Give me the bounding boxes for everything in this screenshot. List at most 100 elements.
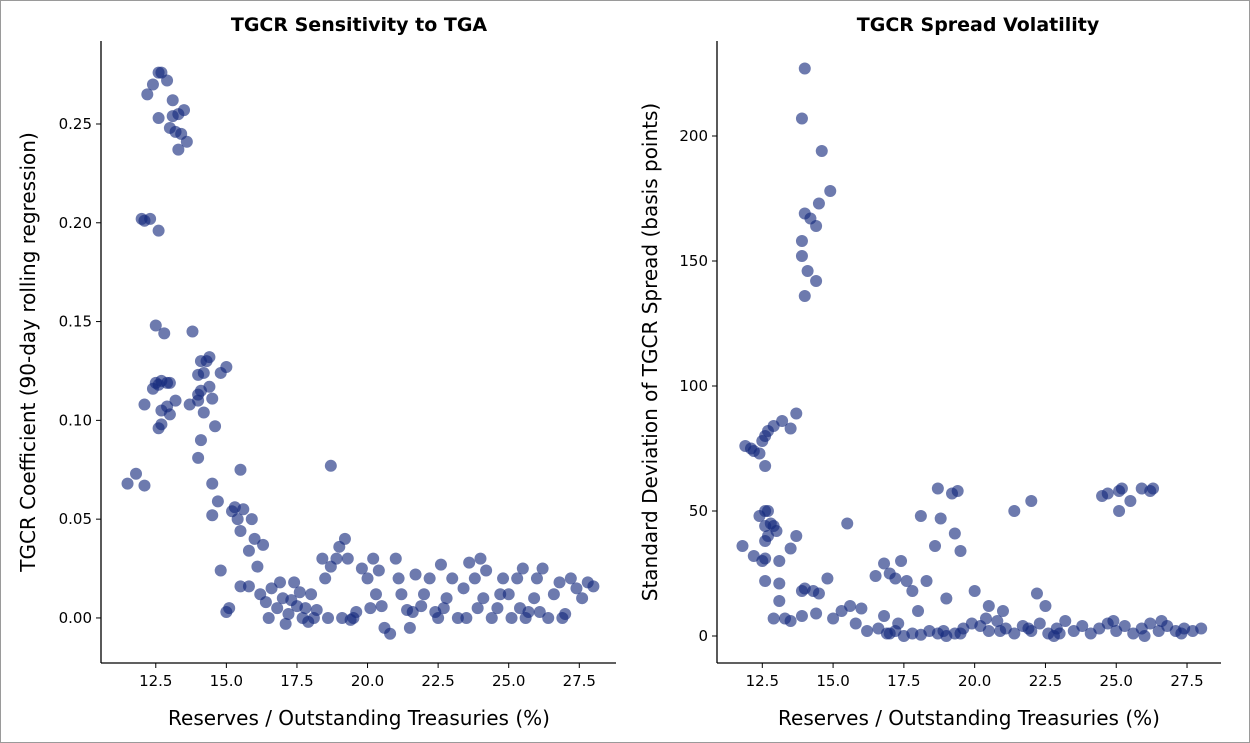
data-point [798, 290, 811, 302]
right-scatter-panel: TGCR Spread Volatility Reserves / Outsta… [638, 14, 1221, 730]
right-chart-title: TGCR Spread Volatility [857, 14, 1100, 36]
data-point [536, 562, 549, 575]
data-point [795, 112, 808, 125]
data-point [423, 572, 436, 585]
data-point [810, 275, 823, 287]
data-point [790, 407, 803, 420]
data-point [460, 611, 473, 624]
y-tick-label: 0 [698, 627, 708, 645]
data-point [1047, 630, 1060, 642]
x-tick-label: 15.0 [210, 672, 243, 690]
data-point [855, 602, 868, 615]
data-point [389, 552, 402, 565]
data-point [220, 361, 233, 374]
data-point [197, 366, 210, 379]
data-point [491, 602, 504, 615]
data-point [395, 588, 408, 601]
data-point [307, 611, 320, 624]
data-point [533, 606, 546, 619]
data-point [1025, 495, 1038, 507]
data-point [206, 477, 219, 490]
y-tick-label: 0.20 [59, 214, 92, 232]
y-tick-label: 0.00 [59, 609, 92, 627]
data-point [979, 612, 992, 625]
data-point [756, 435, 769, 447]
data-point [556, 611, 569, 624]
data-point [849, 617, 862, 630]
data-point [1175, 627, 1188, 640]
data-point [392, 572, 405, 585]
data-point [138, 214, 151, 227]
data-point [121, 477, 134, 490]
data-point [197, 406, 210, 419]
data-point [384, 627, 397, 640]
data-point [494, 588, 507, 601]
data-point [186, 325, 199, 338]
data-point [237, 503, 250, 516]
data-point [767, 612, 780, 625]
data-point [251, 560, 264, 573]
data-point [994, 625, 1007, 637]
data-point [282, 607, 295, 620]
data-point [209, 420, 222, 433]
data-point [920, 575, 933, 587]
data-point [178, 104, 191, 117]
x-tick-label: 27.5 [563, 672, 596, 690]
data-point [322, 611, 335, 624]
data-point [180, 135, 193, 148]
data-point [861, 625, 874, 637]
data-point [347, 611, 360, 624]
data-point [130, 467, 143, 480]
data-point [169, 394, 182, 407]
data-point [761, 505, 774, 517]
data-point [937, 625, 950, 637]
data-point [364, 602, 377, 615]
data-point [759, 575, 772, 587]
data-point [869, 570, 882, 582]
data-point [192, 451, 205, 464]
data-point [248, 532, 261, 545]
data-point [576, 592, 589, 605]
data-point [951, 485, 964, 497]
data-point [784, 422, 797, 435]
data-point [234, 580, 247, 593]
data-point [206, 392, 219, 405]
data-point [1115, 482, 1128, 495]
data-point [895, 555, 908, 567]
data-point [1147, 482, 1160, 495]
data-point [403, 621, 416, 634]
data-point [1059, 615, 1072, 627]
x-tick-label: 12.5 [746, 672, 779, 690]
data-point [262, 611, 275, 624]
x-tick-label: 22.5 [421, 672, 454, 690]
data-point [798, 62, 811, 75]
data-point [931, 482, 944, 495]
data-point [305, 588, 318, 601]
data-point [1030, 587, 1043, 600]
data-point [948, 527, 961, 540]
data-point [418, 588, 431, 601]
x-tick-label: 25.0 [492, 672, 525, 690]
data-point [812, 197, 825, 210]
data-point [844, 600, 857, 612]
data-point [138, 479, 151, 492]
data-point [463, 556, 476, 569]
data-point [480, 564, 493, 577]
data-point [996, 605, 1009, 617]
right-points [736, 62, 1208, 642]
data-point [815, 145, 828, 157]
data-point [934, 512, 947, 525]
data-point [940, 592, 953, 605]
data-point [784, 542, 797, 555]
data-point [753, 447, 766, 460]
y-tick-label: 150 [679, 252, 708, 270]
data-point [736, 540, 749, 552]
data-point [790, 530, 803, 542]
data-point [299, 602, 312, 615]
x-tick-label: 20.0 [958, 672, 991, 690]
data-point [900, 575, 913, 587]
data-point [271, 602, 284, 615]
data-point [795, 250, 808, 262]
data-point [821, 572, 834, 585]
